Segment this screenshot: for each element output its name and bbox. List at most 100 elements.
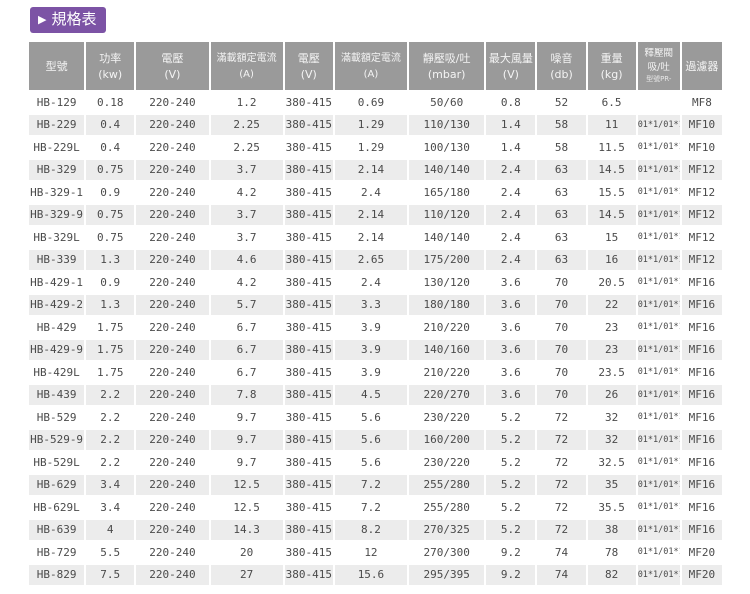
spec-cell: 5.6 [334,429,408,450]
spec-cell: 5.2 [486,519,536,540]
spec-cell: 4.2 [210,182,283,203]
column-header-4: 電壓 (V) [284,42,333,90]
spec-cell: 6.7 [210,339,283,360]
table-row: HB-439 2.2 220-240 7.8 380-415 4.5 220/270 3.6 7… [29,384,722,405]
spec-cell: 380-415 [284,339,333,360]
spec-cell: 380-415 [284,362,333,383]
spec-cell: MF10 [681,114,722,135]
spec-cell: 5.5 [86,542,135,563]
spec-cell: 20 [210,542,283,563]
model-cell: HB-729 [29,542,85,563]
spec-cell: 180/180 [409,294,485,315]
model-cell: HB-229L [29,137,85,158]
spec-cell: MF12 [681,204,722,225]
spec-cell: 35.5 [587,497,636,518]
spec-cell: 01*1/01*1 [637,272,680,293]
spec-cell: 01*1/01*1 [637,227,680,248]
spec-cell: 380-415 [284,542,333,563]
spec-cell: 01*1/01*1 [637,137,680,158]
spec-cell: 01*1/01*1 [637,294,680,315]
column-header-1: 功率 (kw) [86,42,135,90]
column-header-11: 過濾器 [681,42,722,90]
spec-cell: 14.3 [210,519,283,540]
spec-cell: 01*1/01*1 [637,497,680,518]
column-header-0: 型號 [29,42,85,90]
spec-cell: 2.14 [334,204,408,225]
spec-cell: 70 [537,384,586,405]
spec-cell: 5.6 [334,407,408,428]
spec-cell: 0.75 [86,159,135,180]
spec-cell: 110/130 [409,114,485,135]
table-row: HB-329-1 0.9 220-240 4.2 380-415 2.4 165/180 2.… [29,182,722,203]
spec-cell: 7.5 [86,564,135,585]
model-cell: HB-529 [29,407,85,428]
spec-cell: 220-240 [136,92,209,113]
spec-cell: 230/220 [409,452,485,473]
spec-cell: 70 [537,294,586,315]
spec-cell: 210/220 [409,317,485,338]
spec-cell: 4 [86,519,135,540]
spec-cell: 22 [587,294,636,315]
column-header-7: 最大風量 (V) [486,42,536,90]
spec-cell: 3.9 [334,317,408,338]
spec-cell: 0.69 [334,92,408,113]
spec-cell: 7.2 [334,497,408,518]
spec-cell: MF16 [681,384,722,405]
spec-cell: 32 [587,429,636,450]
spec-cell: 32 [587,407,636,428]
spec-cell: MF12 [681,159,722,180]
spec-cell: 5.2 [486,407,536,428]
spec-cell: 12.5 [210,497,283,518]
spec-cell: 01*1/01*1 [637,249,680,270]
spec-cell: 01*1/01*1 [637,339,680,360]
spec-cell: 220-240 [136,159,209,180]
section-title: 規格表 [51,10,97,28]
spec-cell: 220-240 [136,519,209,540]
spec-cell: 140/140 [409,227,485,248]
spec-cell: MF16 [681,362,722,383]
table-row: HB-629 3.4 220-240 12.5 380-415 7.2 255/280 5.2… [29,474,722,495]
spec-cell: 380-415 [284,272,333,293]
model-cell: HB-329L [29,227,85,248]
spec-cell: 7.2 [334,474,408,495]
spec-cell: MF16 [681,272,722,293]
spec-cell: 58 [537,137,586,158]
table-row: HB-229L 0.4 220-240 2.25 380-415 1.29 100/130 1… [29,137,722,158]
spec-cell: 220-240 [136,564,209,585]
model-cell: HB-529-9 [29,429,85,450]
spec-cell: 220-240 [136,542,209,563]
spec-cell: 01*1/01*1 [637,474,680,495]
spec-cell: 380-415 [284,474,333,495]
spec-cell: 100/130 [409,137,485,158]
spec-cell: 2.25 [210,137,283,158]
spec-cell: MF16 [681,519,722,540]
spec-cell: 175/200 [409,249,485,270]
spec-cell: 26 [587,384,636,405]
spec-table: 型號 功率 (kw) 電壓 (V) 滿載額定電流 (A) 電壓 (V) 滿載額定電流 (A) 靜壓吸/… [27,40,724,587]
spec-cell: 9.2 [486,542,536,563]
spec-cell: 0.9 [86,272,135,293]
spec-cell: 1.29 [334,114,408,135]
spec-cell: 5.2 [486,474,536,495]
spec-cell: 380-415 [284,92,333,113]
table-row: HB-529 2.2 220-240 9.7 380-415 5.6 230/220 5.2 7… [29,407,722,428]
spec-cell: MF16 [681,497,722,518]
model-cell: HB-629L [29,497,85,518]
spec-cell: 165/180 [409,182,485,203]
spec-cell: 14.5 [587,204,636,225]
spec-cell: 01*1/01*1 [637,407,680,428]
spec-cell: 220-240 [136,474,209,495]
spec-cell: 38 [587,519,636,540]
column-header-8: 噪音 (db) [537,42,586,90]
spec-cell: 5.6 [334,452,408,473]
model-cell: HB-339 [29,249,85,270]
spec-cell: 01*1/01*1 [637,452,680,473]
spec-cell: 70 [537,362,586,383]
spec-cell: 255/280 [409,474,485,495]
spec-cell: 01*1/01*1 [637,317,680,338]
spec-cell: 1.4 [486,137,536,158]
spec-cell: 2.14 [334,227,408,248]
spec-cell: 220-240 [136,227,209,248]
spec-cell: 9.7 [210,452,283,473]
spec-cell: 01*1/01*1 [637,542,680,563]
